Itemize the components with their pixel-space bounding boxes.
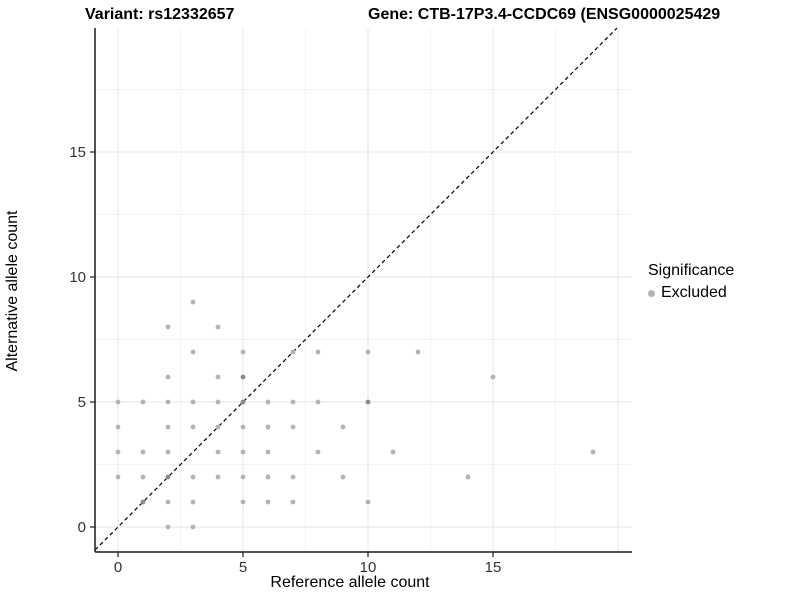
grid-minor-lines — [95, 28, 632, 552]
axis-lines — [94, 28, 632, 553]
x-tick-label: 5 — [239, 559, 247, 576]
legend-item-label: Excluded — [661, 284, 727, 301]
identity-dashed-line — [94, 27, 618, 551]
y-tick-label: 15 — [69, 144, 86, 161]
legend-item-excluded: Excluded — [648, 284, 734, 302]
axis-tick-labels: 0 5 10 15 0 5 10 15 — [69, 144, 501, 576]
excluded-point-icon — [648, 289, 655, 297]
data-points — [115, 299, 596, 530]
legend: Significance Excluded — [648, 262, 734, 302]
x-tick-label: 15 — [485, 559, 502, 576]
gene-title: Gene: CTB-17P3.4-CCDC69 (ENSG0000025429 — [368, 6, 721, 23]
y-tick-label: 5 — [78, 394, 86, 411]
legend-title: Significance — [648, 262, 735, 279]
y-tick-label: 10 — [69, 269, 86, 286]
y-tick-label: 0 — [78, 519, 86, 536]
variant-title: Variant: rs12332657 — [85, 6, 235, 23]
axis-ticks — [90, 151, 494, 557]
x-axis-title: Reference allele count — [270, 574, 430, 591]
grid-major-lines — [95, 28, 632, 552]
x-tick-label: 10 — [360, 559, 377, 576]
x-tick-label: 0 — [114, 559, 122, 576]
y-axis-title: Alternative allele count — [4, 210, 21, 372]
